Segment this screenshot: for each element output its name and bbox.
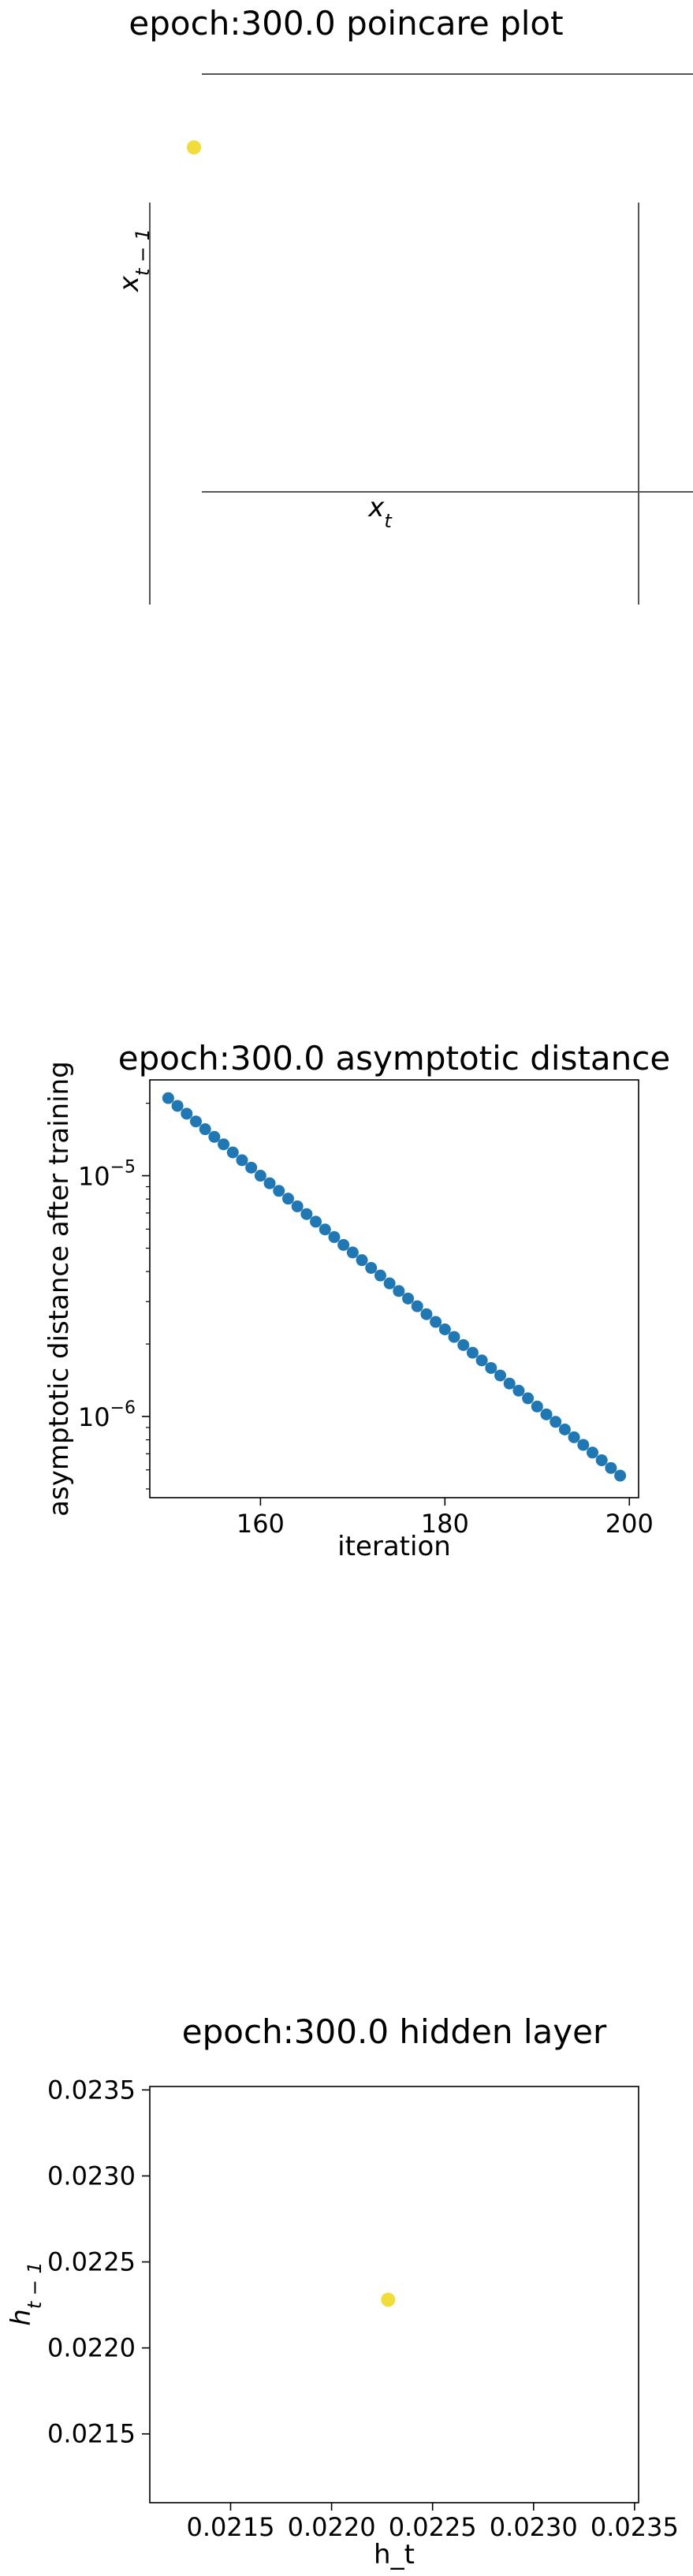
poincare-xlabel-base: x (367, 492, 385, 523)
asymptotic-point (291, 1200, 304, 1212)
hidden-ytick-label: 0.0230 (47, 2161, 136, 2191)
poincare-xlabel-sub: t (384, 510, 393, 532)
asymptotic-point (568, 1431, 580, 1443)
asymptotic-point (558, 1423, 571, 1435)
asymptotic-ytick-exp: −6 (110, 1398, 136, 1418)
asymptotic-point (503, 1377, 516, 1390)
poincare-points (187, 140, 201, 154)
asymptotic-xtick-label: 160 (237, 1509, 285, 1539)
poincare-title: epoch:300.0 poincare plot (129, 4, 563, 43)
asymptotic-ytick-label: 10−5 (78, 1158, 136, 1192)
asymptotic-point (540, 1408, 553, 1420)
asymptotic-point (448, 1331, 460, 1343)
asymptotic-title: epoch:300.0 asymptotic distance (118, 1039, 670, 1078)
asymptotic-point (319, 1223, 331, 1236)
asymptotic-point (550, 1416, 562, 1428)
asymptotic-point (614, 1469, 627, 1482)
hidden-xtick-label: 0.0220 (288, 2512, 376, 2542)
asymptotic-point (236, 1154, 248, 1167)
asymptotic-point (226, 1146, 239, 1159)
poincare-plot: epoch:300.0 poincare plot xt xt − 1 (114, 4, 693, 605)
asymptotic-point (411, 1300, 423, 1312)
asymptotic-point (189, 1115, 202, 1128)
asymptotic-ytick-base: 10 (78, 1162, 110, 1192)
asymptotic-point (587, 1446, 599, 1459)
asymptotic-point (457, 1338, 470, 1351)
asymptotic-point (430, 1316, 442, 1328)
asymptotic-point (337, 1238, 350, 1251)
asymptotic-ytick-base: 10 (78, 1402, 110, 1432)
asymptotic-point (531, 1400, 543, 1413)
asymptotic-point (273, 1185, 285, 1197)
asymptotic-ytick-exp: −5 (110, 1158, 136, 1178)
asymptotic-point (300, 1208, 313, 1220)
poincare-point-0 (187, 140, 201, 154)
asymptotic-point (577, 1439, 590, 1451)
hidden-ytick-label: 0.0215 (47, 2419, 136, 2449)
hidden-xtick-label: 0.0235 (591, 2512, 679, 2542)
hidden-ytick-label: 0.0220 (47, 2333, 136, 2363)
asymptotic-point (162, 1092, 174, 1104)
asymptotic-point (208, 1130, 221, 1143)
asymptotic-xlabel: iteration (337, 1531, 451, 1562)
asymptotic-point (171, 1100, 184, 1112)
hidden-y-ticks: 0.0215 0.0220 0.0225 0.0230 0.0235 (47, 2075, 150, 2449)
asymptotic-point (383, 1277, 396, 1290)
poincare-ylabel: xt − 1 (114, 229, 154, 292)
hidden-ytick-label: 0.0225 (47, 2247, 136, 2277)
asymptotic-y-ticks: 10−510−6 (78, 1103, 150, 1490)
asymptotic-point (245, 1161, 258, 1174)
asymptotic-point (218, 1138, 230, 1151)
asymptotic-point (605, 1461, 617, 1474)
asymptotic-xtick-label: 180 (421, 1509, 469, 1539)
hidden-xtick-label: 0.0225 (389, 2512, 477, 2542)
asymptotic-point (263, 1177, 276, 1189)
asymptotic-point (512, 1384, 525, 1397)
poincare-ylabel-base: x (114, 275, 145, 292)
asymptotic-point (522, 1392, 535, 1405)
asymptotic-x-ticks: 160 180 200 (237, 1498, 654, 1539)
asymptotic-point (485, 1361, 497, 1374)
asymptotic-point (402, 1292, 415, 1305)
hidden-point-0 (381, 2292, 396, 2307)
hidden-axes-frame (149, 2086, 639, 2503)
asymptotic-xtick-label: 200 (605, 1509, 654, 1539)
asymptotic-point (466, 1346, 479, 1359)
asymptotic-point (475, 1354, 488, 1367)
hidden-points (381, 2292, 396, 2307)
asymptotic-point (181, 1107, 193, 1120)
hidden-layer-plot: epoch:300.0 hidden layer 0.02150.02200.0… (6, 2012, 679, 2570)
asymptotic-point (328, 1230, 341, 1243)
hidden-xtick-label: 0.0215 (186, 2512, 274, 2542)
asymptotic-point (595, 1454, 608, 1467)
asymptotic-point (393, 1285, 405, 1297)
poincare-ylabel-sub: t − 1 (132, 229, 154, 276)
hidden-ytick-label: 0.0235 (47, 2075, 136, 2105)
hidden-ylabel-sub: t − 1 (24, 2261, 46, 2309)
asymptotic-point (494, 1369, 507, 1382)
hidden-xtick-label: 0.0230 (490, 2512, 578, 2542)
asymptotic-point (199, 1123, 211, 1136)
asymptotic-point (365, 1262, 378, 1275)
hidden-ylabel-base: h (6, 2309, 37, 2326)
poincare-xlabel: xt (367, 492, 393, 532)
asymptotic-ytick-label: 10−6 (78, 1398, 136, 1432)
asymptotic-point (420, 1308, 433, 1320)
asymptotic-point (374, 1269, 386, 1282)
asymptotic-points (162, 1092, 627, 1482)
hidden-title: epoch:300.0 hidden layer (182, 2012, 607, 2051)
asymptotic-axes-frame (149, 1079, 639, 1498)
asymptotic-point (281, 1193, 294, 1205)
hidden-x-ticks: 0.0215 0.0220 0.0225 0.0230 0.0235 (186, 2503, 679, 2542)
asymptotic-point (310, 1215, 322, 1228)
asymptotic-point (438, 1323, 451, 1336)
asymptotic-point (254, 1170, 266, 1182)
hidden-ylabel: ht − 1 (6, 2261, 46, 2326)
hidden-xlabel: h_t (374, 2539, 415, 2570)
asymptotic-point (356, 1254, 368, 1267)
asymptotic-distance-plot: epoch:300.0 asymptotic distance 10−510−6… (43, 1039, 670, 1562)
asymptotic-point (346, 1246, 359, 1259)
asymptotic-ylabel: asymptotic distance after training (43, 1061, 75, 1517)
